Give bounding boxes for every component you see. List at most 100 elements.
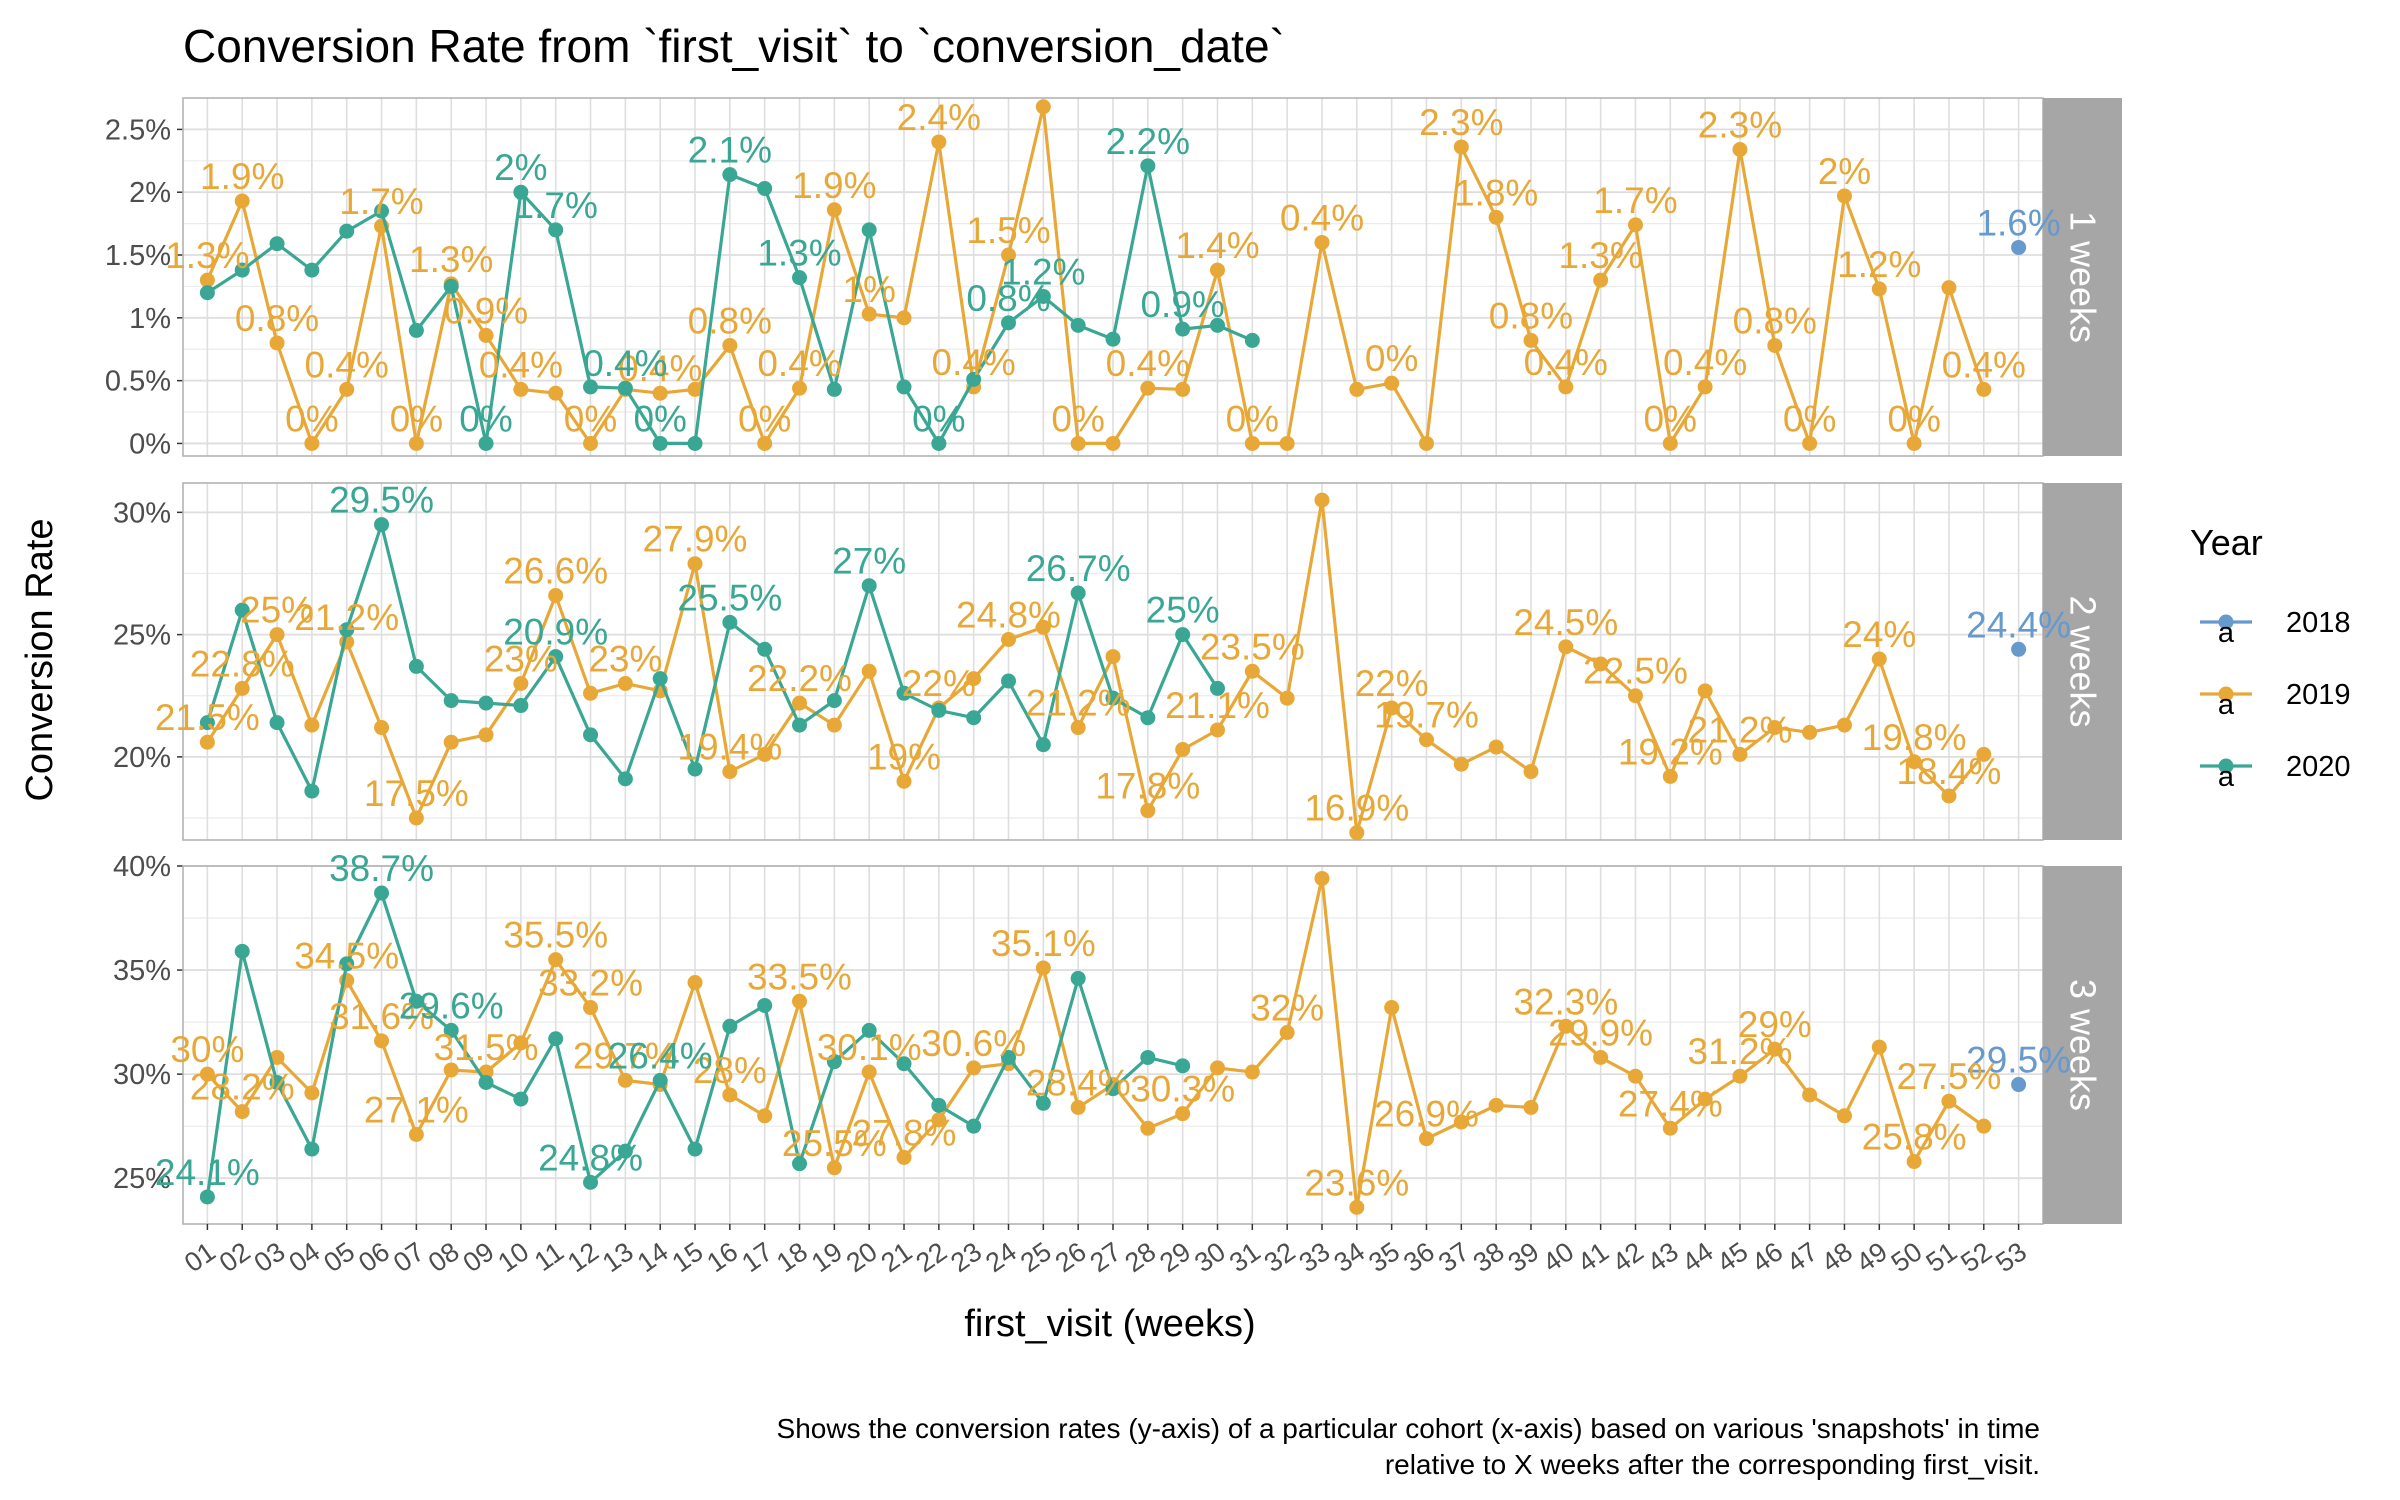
data-label: 27.1% xyxy=(364,1090,469,1131)
data-point xyxy=(548,222,564,238)
data-point xyxy=(269,1049,285,1065)
data-point xyxy=(1871,1039,1887,1055)
x-tick-label: 27 xyxy=(1085,1236,1127,1278)
data-point xyxy=(1767,337,1783,353)
data-point xyxy=(966,371,982,387)
x-tick-label: 09 xyxy=(458,1236,500,1278)
data-point xyxy=(687,381,703,397)
data-point xyxy=(1662,435,1678,451)
y-tick-label: 35% xyxy=(113,955,171,987)
data-point xyxy=(966,671,982,687)
x-tick-label: 48 xyxy=(1816,1236,1858,1278)
data-point xyxy=(1175,1106,1191,1122)
data-point xyxy=(1976,1118,1992,1134)
data-label: 24.1% xyxy=(155,1152,260,1193)
series-2018 xyxy=(2011,1077,2027,1093)
data-point xyxy=(408,322,424,338)
series-line xyxy=(205,106,1986,449)
data-label: 19.4% xyxy=(677,727,782,768)
data-point xyxy=(1035,1095,1051,1111)
data-point xyxy=(1209,722,1225,738)
data-point xyxy=(339,223,355,239)
data-point xyxy=(408,435,424,451)
data-point xyxy=(1627,688,1643,704)
x-tick-label: 38 xyxy=(1468,1236,1510,1278)
y-axis-title: Conversion Rate xyxy=(19,518,61,801)
data-point xyxy=(1070,317,1086,333)
data-point xyxy=(792,993,808,1009)
x-tick-label: 18 xyxy=(771,1236,813,1278)
data-label: 1.8% xyxy=(1454,172,1538,213)
data-point xyxy=(1662,1120,1678,1136)
y-tick-label: 40% xyxy=(113,851,171,883)
data-point xyxy=(1836,717,1852,733)
data-point xyxy=(1035,960,1051,976)
data-point xyxy=(1001,1049,1017,1065)
data-point xyxy=(757,435,773,451)
data-label: 2.3% xyxy=(1419,102,1503,143)
data-point xyxy=(1523,332,1539,348)
data-label: 24.5% xyxy=(1513,602,1618,643)
data-point xyxy=(1105,1081,1121,1097)
data-label: 0.4% xyxy=(305,344,389,385)
data-point xyxy=(583,435,599,451)
data-label: 2% xyxy=(494,147,547,188)
data-point xyxy=(792,1156,808,1172)
data-label: 25% xyxy=(240,590,314,631)
data-label: 24.8% xyxy=(538,1137,643,1178)
y-tick-label: 25% xyxy=(113,620,171,652)
data-point xyxy=(1384,375,1400,391)
data-point xyxy=(443,693,459,709)
data-point xyxy=(1070,1099,1086,1115)
data-label: 24% xyxy=(1842,614,1916,655)
x-tick-label: 14 xyxy=(632,1236,674,1278)
data-point xyxy=(513,184,529,200)
data-label: 24.8% xyxy=(956,594,1061,635)
x-tick-label: 43 xyxy=(1642,1236,1684,1278)
data-point xyxy=(687,1141,703,1157)
data-label: 22.8% xyxy=(190,643,295,684)
data-point xyxy=(931,134,947,150)
data-point xyxy=(234,602,250,618)
data-point xyxy=(583,1174,599,1190)
legend-point xyxy=(2218,758,2234,774)
y-tick-label: 30% xyxy=(113,1059,171,1091)
data-point xyxy=(513,381,529,397)
data-point xyxy=(374,885,390,901)
data-point xyxy=(792,270,808,286)
data-point xyxy=(548,952,564,968)
data-point xyxy=(1941,1093,1957,1109)
data-point xyxy=(931,1112,947,1128)
data-point xyxy=(199,272,215,288)
data-point xyxy=(408,993,424,1009)
data-point xyxy=(408,1127,424,1142)
series-2018 xyxy=(2011,239,2027,255)
data-label: 0% xyxy=(1051,398,1104,439)
data-point xyxy=(1488,209,1504,225)
data-label: 1.3% xyxy=(1558,235,1642,276)
data-point xyxy=(896,685,912,701)
data-point xyxy=(1697,1091,1713,1107)
data-point xyxy=(617,380,633,396)
data-label: 25.5% xyxy=(677,577,782,618)
data-point xyxy=(478,327,494,343)
x-tick-label: 06 xyxy=(353,1236,395,1278)
data-label: 30.1% xyxy=(817,1027,922,1068)
facet-strip xyxy=(2043,98,2122,456)
data-point xyxy=(1906,435,1922,451)
data-label: 17.8% xyxy=(1095,766,1200,807)
data-label: 19% xyxy=(867,736,941,777)
data-point xyxy=(1453,756,1469,772)
data-point xyxy=(1314,234,1330,250)
data-point xyxy=(269,335,285,351)
x-tick-label: 15 xyxy=(667,1236,709,1278)
x-tick-label: 07 xyxy=(388,1236,430,1278)
data-point xyxy=(548,1031,564,1047)
data-point xyxy=(861,306,877,322)
data-point xyxy=(826,717,842,733)
x-tick-label: 37 xyxy=(1433,1236,1475,1278)
data-point xyxy=(234,680,250,696)
data-point xyxy=(234,943,250,959)
